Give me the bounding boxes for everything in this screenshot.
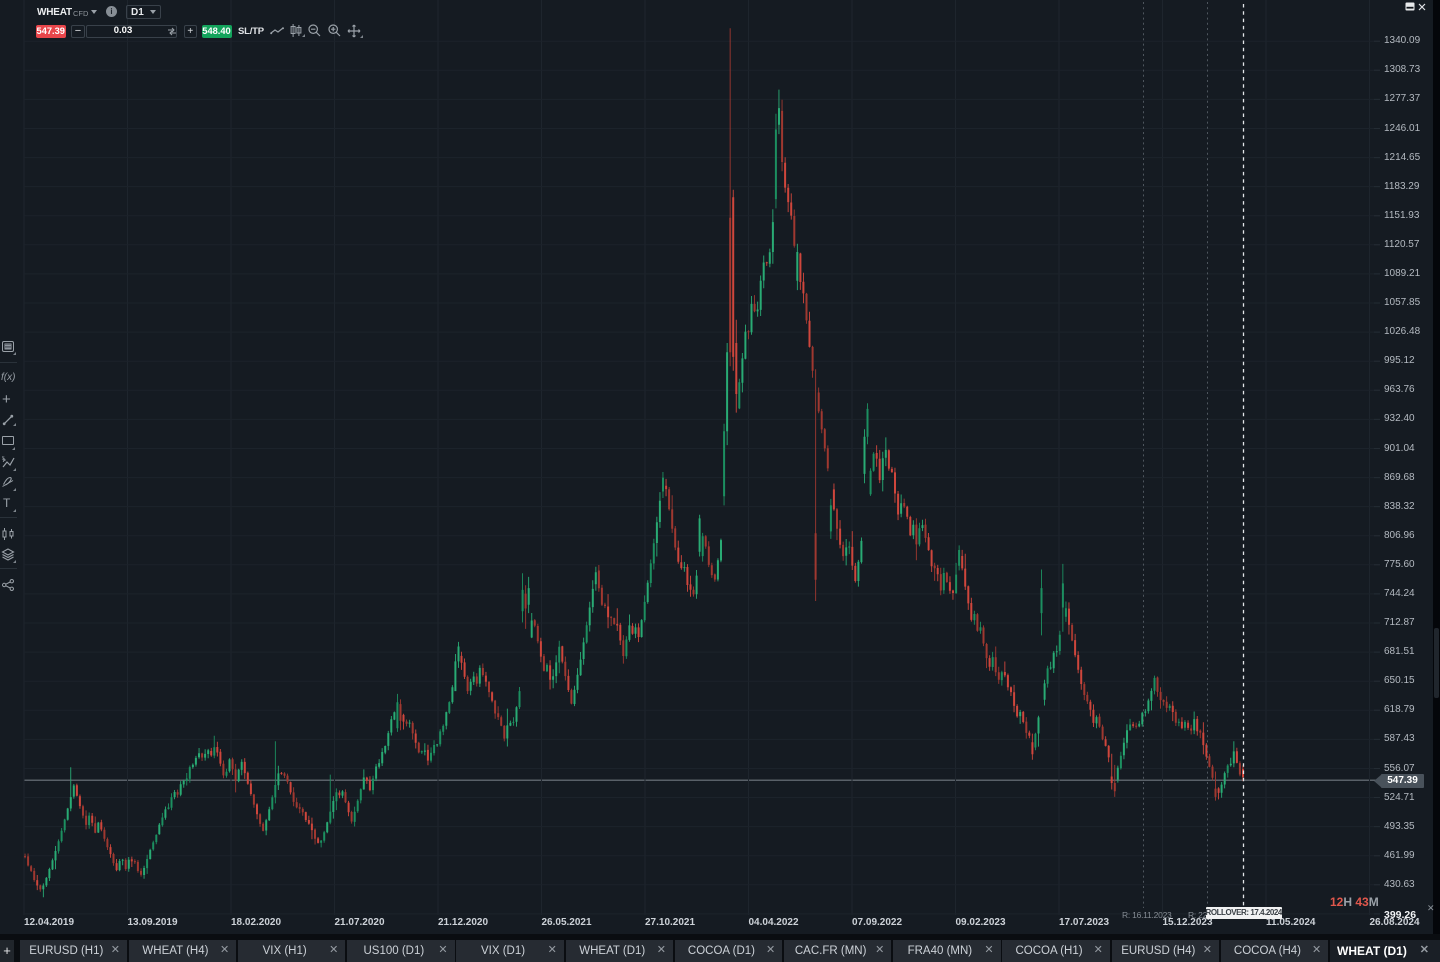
svg-text:5: 5 <box>2 456 5 462</box>
